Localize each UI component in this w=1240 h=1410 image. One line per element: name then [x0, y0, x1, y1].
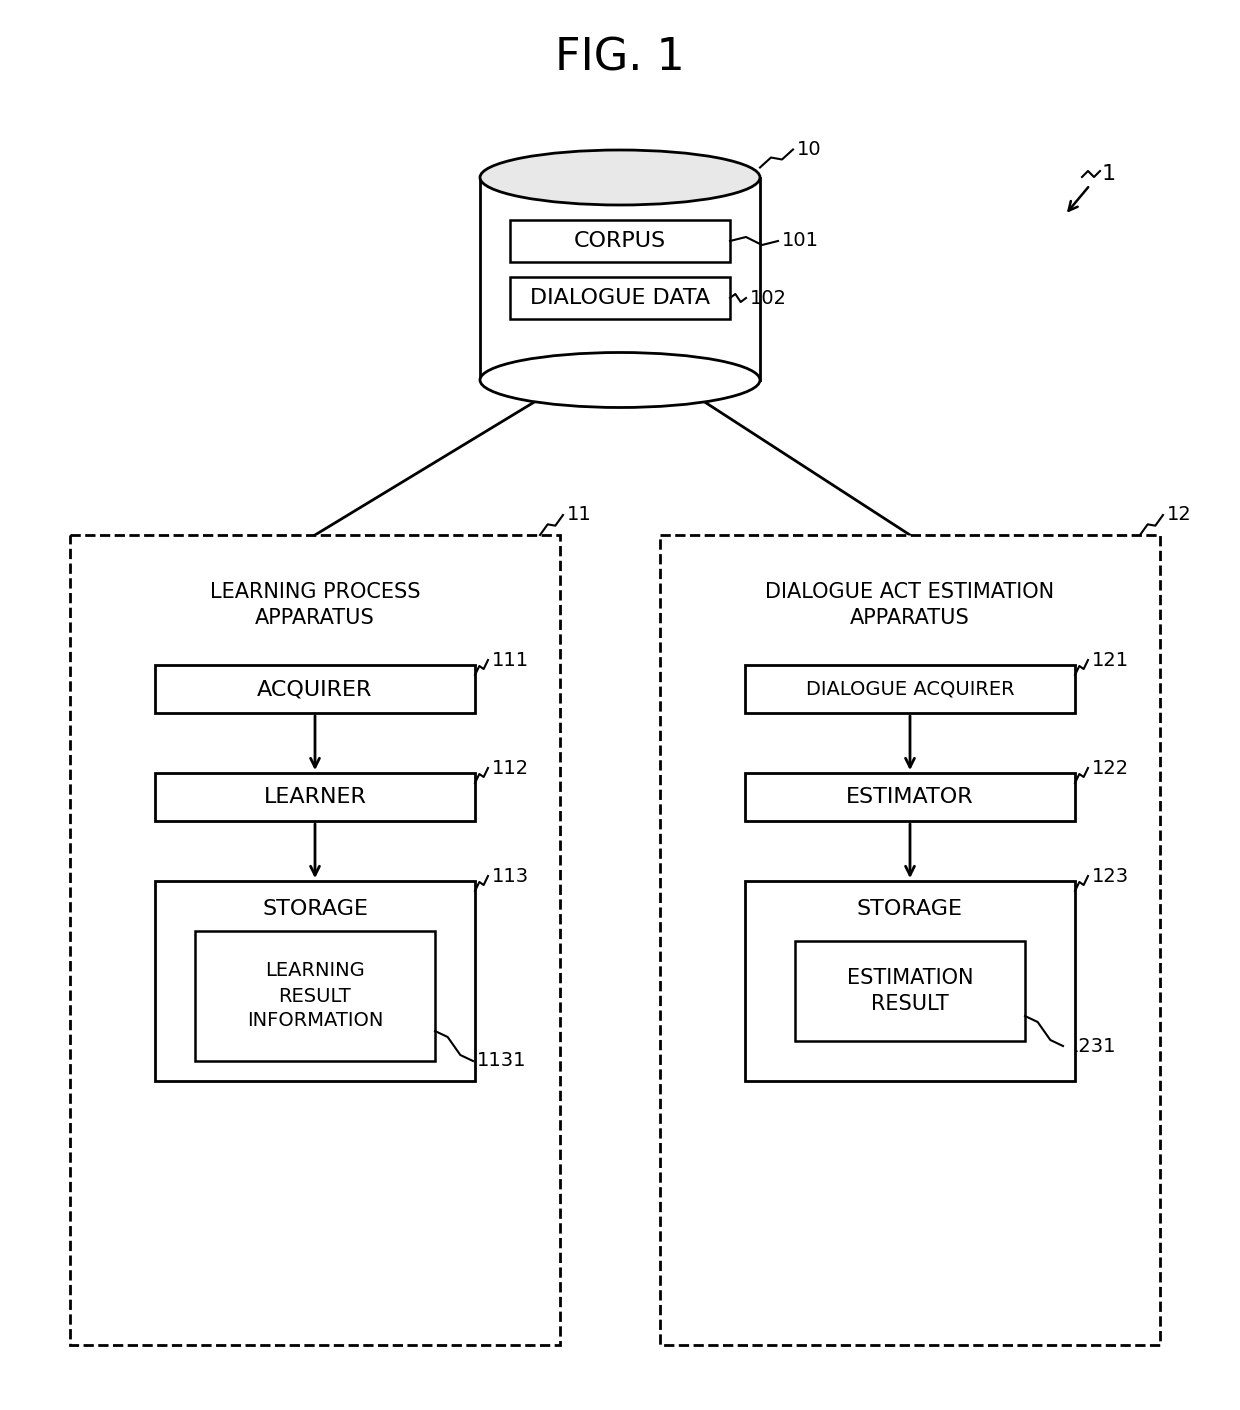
- Text: 123: 123: [1092, 867, 1130, 885]
- Bar: [155, 666, 475, 713]
- Text: 1131: 1131: [477, 1052, 527, 1070]
- Text: 111: 111: [492, 650, 529, 670]
- Bar: [745, 881, 1075, 1081]
- Text: 101: 101: [782, 231, 818, 251]
- Text: DIALOGUE ACT ESTIMATION
APPARATUS: DIALOGUE ACT ESTIMATION APPARATUS: [765, 582, 1054, 629]
- Text: LEARNING PROCESS
APPARATUS: LEARNING PROCESS APPARATUS: [210, 582, 420, 629]
- Bar: [745, 773, 1075, 821]
- Text: FIG. 1: FIG. 1: [556, 37, 684, 79]
- Text: DIALOGUE DATA: DIALOGUE DATA: [529, 288, 711, 307]
- Bar: [660, 534, 1159, 1345]
- Bar: [69, 534, 560, 1345]
- Text: 10: 10: [797, 140, 822, 159]
- Bar: [510, 220, 730, 262]
- Text: DIALOGUE ACQUIRER: DIALOGUE ACQUIRER: [806, 680, 1014, 698]
- Text: 122: 122: [1092, 759, 1130, 777]
- Text: STORAGE: STORAGE: [262, 900, 368, 919]
- Text: 121: 121: [1092, 650, 1130, 670]
- Ellipse shape: [480, 352, 760, 407]
- Bar: [195, 931, 435, 1060]
- Text: LEARNING
RESULT
INFORMATION: LEARNING RESULT INFORMATION: [247, 962, 383, 1031]
- Text: LEARNER: LEARNER: [264, 787, 367, 807]
- Bar: [155, 881, 475, 1081]
- Text: ESTIMATION
RESULT: ESTIMATION RESULT: [847, 967, 973, 1014]
- Bar: [510, 276, 730, 319]
- Bar: [480, 178, 760, 381]
- Bar: [795, 940, 1025, 1041]
- Text: 112: 112: [492, 759, 529, 777]
- Text: 1231: 1231: [1066, 1036, 1116, 1056]
- Text: ACQUIRER: ACQUIRER: [258, 680, 373, 699]
- Text: 113: 113: [492, 867, 529, 885]
- Ellipse shape: [480, 149, 760, 204]
- Text: 11: 11: [567, 506, 591, 525]
- Text: 12: 12: [1167, 506, 1192, 525]
- Text: ESTIMATOR: ESTIMATOR: [846, 787, 973, 807]
- Text: STORAGE: STORAGE: [857, 900, 963, 919]
- Text: 102: 102: [750, 289, 787, 307]
- Bar: [745, 666, 1075, 713]
- Bar: [155, 773, 475, 821]
- Text: CORPUS: CORPUS: [574, 231, 666, 251]
- Text: 1: 1: [1102, 164, 1116, 183]
